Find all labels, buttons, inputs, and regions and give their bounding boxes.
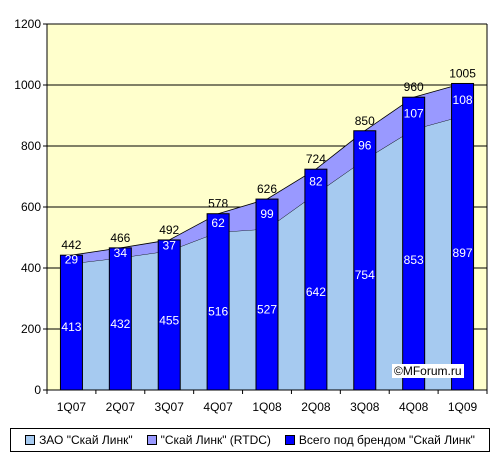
legend-label-series-0: ЗАО "Скай Линк" xyxy=(39,433,133,447)
watermark: ©MForum.ru xyxy=(392,364,464,378)
bar-total-7 xyxy=(402,96,426,391)
data-label-total-2: 492 xyxy=(159,223,179,237)
data-label-rtdc-2: 37 xyxy=(163,239,177,253)
data-label-zao-0: 413 xyxy=(61,320,81,334)
x-tick-label-2: 3Q07 xyxy=(155,400,185,414)
legend-label-series-2: Всего под брендом "Скай Линк" xyxy=(298,433,475,447)
data-label-rtdc-0: 29 xyxy=(65,253,79,267)
bar-total-8 xyxy=(451,82,475,391)
data-label-zao-2: 455 xyxy=(159,314,179,328)
data-label-rtdc-7: 107 xyxy=(404,107,424,121)
x-tick-label-0: 1Q07 xyxy=(57,400,87,414)
y-tick-label-2: 400 xyxy=(21,261,41,275)
legend-item-series-2: Всего под брендом "Скай Линк" xyxy=(284,433,475,447)
data-label-zao-6: 754 xyxy=(355,268,375,282)
x-tick-label-4: 1Q08 xyxy=(252,400,282,414)
data-label-rtdc-5: 82 xyxy=(309,175,323,189)
legend-swatch-series-2 xyxy=(284,435,295,445)
x-tick-label-8: 1Q09 xyxy=(448,400,478,414)
data-label-zao-3: 516 xyxy=(208,304,228,318)
bar-total-4 xyxy=(255,198,279,391)
data-label-total-4: 626 xyxy=(257,182,277,196)
x-tick-label-3: 4Q07 xyxy=(203,400,233,414)
x-tick-label-1: 2Q07 xyxy=(106,400,136,414)
data-label-total-8: 1005 xyxy=(449,66,476,80)
data-label-total-3: 578 xyxy=(208,197,228,211)
data-label-rtdc-8: 108 xyxy=(453,93,473,107)
x-tick-label-5: 2Q08 xyxy=(301,400,331,414)
data-label-zao-1: 432 xyxy=(110,317,130,331)
legend-swatch-series-0 xyxy=(25,435,36,445)
data-label-zao-5: 642 xyxy=(306,285,326,299)
data-label-total-1: 466 xyxy=(110,231,130,245)
legend-label-series-1: "Скай Линк" (RTDC) xyxy=(160,433,271,447)
data-label-rtdc-1: 34 xyxy=(114,246,128,260)
y-tick-label-6: 1200 xyxy=(14,17,41,31)
data-label-total-5: 724 xyxy=(306,152,326,166)
data-label-zao-4: 527 xyxy=(257,303,277,317)
data-label-total-7: 960 xyxy=(404,80,424,94)
data-label-rtdc-3: 62 xyxy=(211,216,225,230)
legend: ЗАО "Скай Линк" "Скай Линк" (RTDC) Всего… xyxy=(10,428,490,452)
data-label-zao-7: 853 xyxy=(404,253,424,267)
x-tick-label-6: 3Q08 xyxy=(350,400,380,414)
y-tick-label-3: 600 xyxy=(21,200,41,214)
bar-total-5 xyxy=(304,168,328,391)
y-tick-label-4: 800 xyxy=(21,139,41,153)
data-label-total-0: 442 xyxy=(61,238,81,252)
x-tick-label-7: 4Q08 xyxy=(399,400,429,414)
legend-item-series-1: "Скай Линк" (RTDC) xyxy=(146,433,271,447)
data-label-total-6: 850 xyxy=(355,114,375,128)
y-tick-label-0: 0 xyxy=(34,383,41,397)
data-label-zao-8: 897 xyxy=(453,246,473,260)
legend-item-series-0: ЗАО "Скай Линк" xyxy=(25,433,133,447)
y-tick-label-1: 200 xyxy=(21,322,41,336)
data-label-rtdc-4: 99 xyxy=(260,207,274,221)
y-tick-label-5: 1000 xyxy=(14,78,41,92)
data-label-rtdc-6: 96 xyxy=(358,138,372,152)
bar-total-6 xyxy=(353,130,377,391)
bar-total-3 xyxy=(206,213,230,391)
legend-swatch-series-1 xyxy=(146,435,157,445)
